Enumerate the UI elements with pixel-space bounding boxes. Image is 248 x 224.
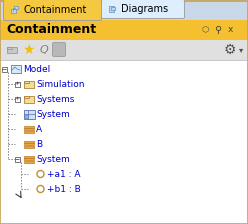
Bar — [111, 7, 115, 10]
Bar — [24, 158, 34, 160]
Bar — [14, 157, 20, 162]
Bar — [24, 110, 35, 118]
Bar — [24, 95, 29, 98]
Bar — [0, 20, 248, 39]
Text: System: System — [36, 110, 70, 118]
Bar — [24, 95, 34, 103]
Bar — [24, 143, 34, 145]
Text: x: x — [227, 25, 233, 34]
Text: +a1 : A: +a1 : A — [47, 170, 81, 179]
Text: Containment: Containment — [6, 23, 96, 36]
Bar — [24, 161, 34, 162]
Text: Containment: Containment — [23, 5, 86, 15]
Text: Diagrams: Diagrams — [121, 4, 168, 14]
Bar — [14, 6, 18, 9]
Circle shape — [37, 170, 44, 177]
Bar — [109, 6, 114, 12]
Bar — [24, 80, 34, 88]
Text: −: − — [1, 66, 7, 71]
Bar — [11, 9, 16, 13]
Text: A: A — [36, 125, 42, 134]
Text: Systems: Systems — [36, 95, 74, 103]
Bar — [7, 47, 12, 49]
FancyBboxPatch shape — [101, 0, 185, 19]
Text: ★: ★ — [22, 43, 34, 56]
Bar — [24, 141, 34, 143]
Bar — [0, 0, 248, 20]
Text: +: + — [14, 81, 20, 86]
Bar — [24, 156, 34, 158]
Bar — [7, 47, 17, 52]
FancyBboxPatch shape — [53, 43, 65, 56]
Bar — [14, 82, 20, 86]
Text: B: B — [36, 140, 42, 149]
Bar — [1, 67, 6, 71]
Text: Q: Q — [40, 45, 48, 54]
Text: ⚙: ⚙ — [224, 43, 236, 56]
Text: ⚲: ⚲ — [215, 24, 221, 34]
Text: System: System — [36, 155, 70, 164]
Text: Simulation: Simulation — [36, 80, 85, 88]
FancyBboxPatch shape — [3, 0, 101, 21]
Text: ▾: ▾ — [239, 45, 243, 54]
Bar — [24, 80, 29, 83]
Text: Model: Model — [23, 65, 50, 73]
Text: +b1 : B: +b1 : B — [47, 185, 81, 194]
Bar — [24, 128, 34, 130]
Bar — [0, 39, 248, 60]
Bar — [24, 131, 34, 133]
Bar — [24, 146, 34, 147]
Text: −: − — [14, 156, 20, 161]
Bar — [0, 60, 248, 224]
Bar — [11, 65, 21, 73]
Bar — [25, 114, 28, 118]
Text: +: + — [14, 96, 20, 101]
Bar — [14, 97, 20, 101]
Text: ⬡: ⬡ — [201, 25, 209, 34]
Circle shape — [37, 185, 44, 192]
Bar — [24, 126, 34, 128]
